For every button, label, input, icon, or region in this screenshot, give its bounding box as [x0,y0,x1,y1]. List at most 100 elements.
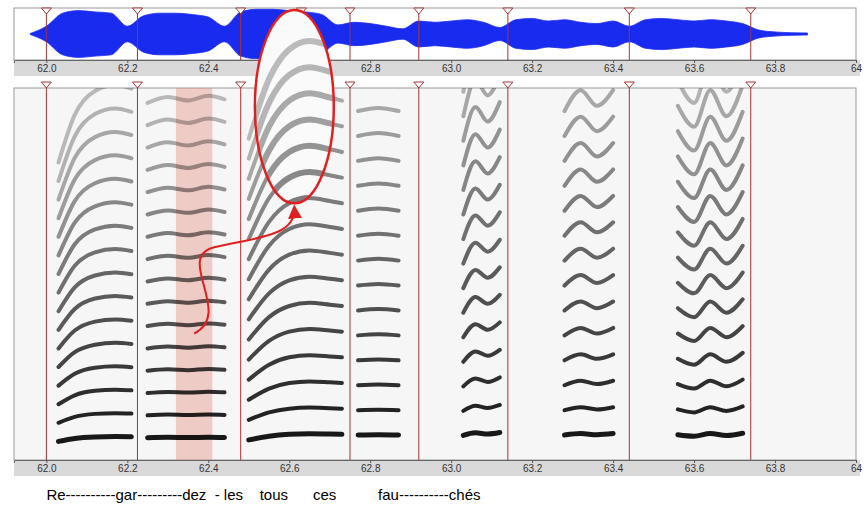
boundary-line [240,8,241,60]
tick: 63.2 [523,60,543,74]
harmonic [59,130,743,237]
boundary-marker [503,8,513,14]
harmonic-zoom [59,75,743,200]
tick: 62.6 [280,460,300,474]
harmonic [59,432,743,441]
tick: 63.4 [604,60,624,74]
boundary-marker [624,8,634,14]
harmonic [59,350,743,386]
boundaries [41,8,755,60]
harmonic [59,157,743,255]
tick-label: 63.6 [685,463,705,474]
tick: 63.6 [685,460,705,474]
harmonic-zoom [59,295,743,349]
boundary-marker [624,82,634,88]
harmonic-zoom [59,350,743,386]
boundary-line [46,82,47,460]
tick: 63.8 [766,460,786,474]
boundary-marker [746,82,756,88]
tick-label: 62.4 [199,463,219,474]
boundary-line [507,82,508,460]
spectrogram-group [59,88,743,460]
harmonic [59,322,743,367]
boundary-line [750,8,751,60]
plot-frame [14,88,856,460]
harmonic [59,88,743,181]
tick-label: 63.8 [766,63,786,74]
tick-label: 63.2 [523,463,543,474]
harmonic-zoom [59,47,743,181]
harmonic-zoom [59,267,743,329]
tick-label: 62.0 [37,63,57,74]
tick: 62.0 [37,460,57,474]
tick: 62.8 [361,60,381,74]
tick-label: 63.0 [442,463,462,474]
boundary-marker [132,82,142,88]
tick-label: 62.4 [199,63,219,74]
tick: 63.6 [685,60,705,74]
harmonic-zoom [59,102,743,218]
tick-label: 62.6 [280,463,300,474]
tick-label: 63.8 [766,463,786,474]
tick: 64 [851,60,863,74]
tick-label: 62.2 [118,463,138,474]
tick: 62.2 [118,460,138,474]
boundary-line [349,8,350,60]
tick-label: 63.2 [523,63,543,74]
axis-strip [14,60,860,76]
tick-label: 62.8 [361,463,381,474]
harmonic-zoom [59,185,743,274]
boundaries [41,82,755,460]
harmonic-zoom [59,377,743,404]
boundary-line [418,8,419,60]
harmonic [59,240,743,311]
tick-label: 62.8 [361,63,381,74]
harmonic [59,88,743,162]
harmonic [59,267,743,329]
boundary-line [240,82,241,460]
boundary-line [46,8,47,60]
tick: 62.4 [199,60,219,74]
tick-label: 62.2 [118,63,138,74]
boundary-line [137,82,138,460]
boundary-marker [414,8,424,14]
tick: 62.0 [37,60,57,74]
axis-line [15,61,857,64]
axis-line [15,461,857,464]
harmonic-zoom [59,20,743,163]
boundary-marker [345,8,355,14]
plot-frame [14,8,856,60]
lyrics: Re----------gar---------dez - les tous c… [46,486,480,503]
tick-label: 64 [851,463,863,474]
zoom-ellipse [255,10,334,203]
tick-label: 63.0 [442,63,462,74]
tick-label: 63.6 [685,63,705,74]
harmonic-zoom [59,322,743,367]
boundary-line [507,8,508,60]
tick-label: 63.4 [604,463,624,474]
harmonic-zoom [59,130,743,237]
tick: 63.0 [442,460,462,474]
axis-strip [14,460,860,476]
boundary-marker [236,8,246,14]
harmonic [59,185,743,274]
harmonic [59,88,743,200]
tick: 62.4 [199,460,219,474]
boundary-marker [746,8,756,14]
harmonic-zoom [59,405,743,423]
x-axis: 62.062.262.462.662.863.063.263.463.663.8… [15,60,863,74]
tick-label: 63.4 [604,63,624,74]
harmonic [59,377,743,404]
arrow [194,207,294,333]
boundary-line [750,82,751,460]
tick: 63.4 [604,460,624,474]
boundary-marker [414,82,424,88]
zoom-group [59,20,743,442]
boundary-line [629,82,630,460]
harmonic-zoom [59,212,743,292]
tick: 62.8 [361,460,381,474]
tick: 63.0 [442,60,462,74]
boundary-line [629,8,630,60]
harmonic-zoom [59,240,743,311]
tick: 63.8 [766,60,786,74]
